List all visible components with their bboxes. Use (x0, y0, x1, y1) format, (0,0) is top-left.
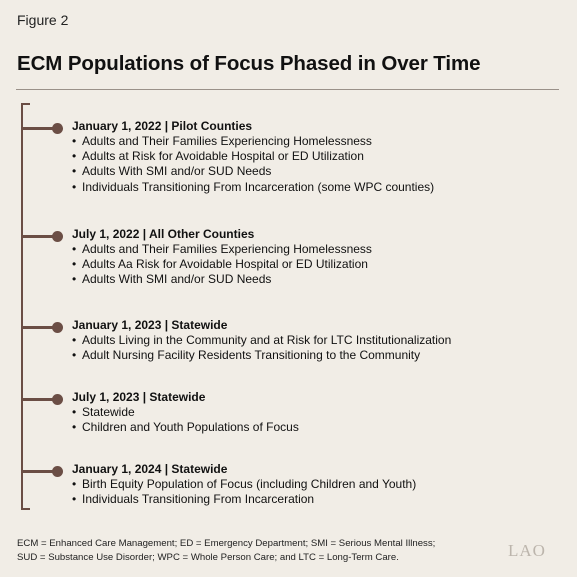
timeline-connector (22, 235, 55, 238)
list-item: • Birth Equity Population of Focus (inclu… (72, 477, 417, 491)
milestone-heading: January 1, 2022 | Pilot Counties (72, 119, 253, 133)
population-list: • Statewide • Children and Youth Populatio… (72, 405, 299, 435)
timeline-connector (22, 326, 55, 329)
timeline-connector (22, 398, 55, 401)
title-divider (16, 89, 559, 90)
population-list: • Adults and Their Families Experiencing … (72, 134, 434, 195)
list-item: • Adult Nursing Facility Residents Transi… (72, 348, 421, 363)
timeline-dot (52, 322, 63, 333)
milestone-heading: January 1, 2024 | Statewide (72, 462, 228, 476)
milestone-heading: July 1, 2022 | All Other Counties (72, 227, 255, 241)
milestone-heading: July 1, 2023 | Statewide (72, 390, 206, 404)
list-item: • Adults and Their Families Experiencing … (72, 242, 372, 256)
timeline-dot (52, 231, 63, 242)
list-item: • Children and Youth Populations of Focus (72, 420, 299, 435)
milestone-heading: January 1, 2023 | Statewide (72, 318, 228, 332)
list-item: • Adults at Risk for Avoidable Hospital o… (72, 149, 364, 164)
figure-title: ECM Populations of Focus Phased in Over … (17, 52, 481, 75)
list-item: • Statewide (72, 405, 135, 419)
timeline-connector (22, 470, 55, 473)
timeline-connector (22, 127, 55, 130)
list-item: • Individuals Transitioning From Incarcer… (72, 179, 435, 194)
lao-logo: LAO (508, 541, 546, 560)
footnote-line: SUD = Substance Use Disorder; WPC = Whol… (17, 551, 399, 563)
timeline-line (21, 103, 30, 510)
footnote-line: ECM = Enhanced Care Management; ED = Eme… (17, 538, 436, 549)
figure-label: Figure 2 (17, 12, 69, 28)
list-item: • Individuals Transitioning From Incarcer… (72, 492, 315, 507)
list-item: • Adults Aa Risk for Avoidable Hospital o… (72, 257, 368, 272)
timeline-dot (52, 123, 63, 134)
timeline-dot (52, 394, 63, 405)
population-list: • Adults and Their Families Experiencing … (72, 242, 372, 288)
list-item: • Adults With SMI and/or SUD Needs (72, 272, 272, 287)
population-list: • Adults Living in the Community and at R… (72, 333, 451, 363)
list-item: • Adults and Their Families Experiencing … (72, 134, 372, 148)
list-item: • Adults With SMI and/or SUD Needs (72, 164, 272, 179)
population-list: • Birth Equity Population of Focus (inclu… (72, 477, 416, 507)
list-item: • Adults Living in the Community and at R… (72, 333, 452, 347)
footnote: ECM = Enhanced Care Management; ED = Eme… (17, 537, 435, 564)
timeline-dot (52, 466, 63, 477)
